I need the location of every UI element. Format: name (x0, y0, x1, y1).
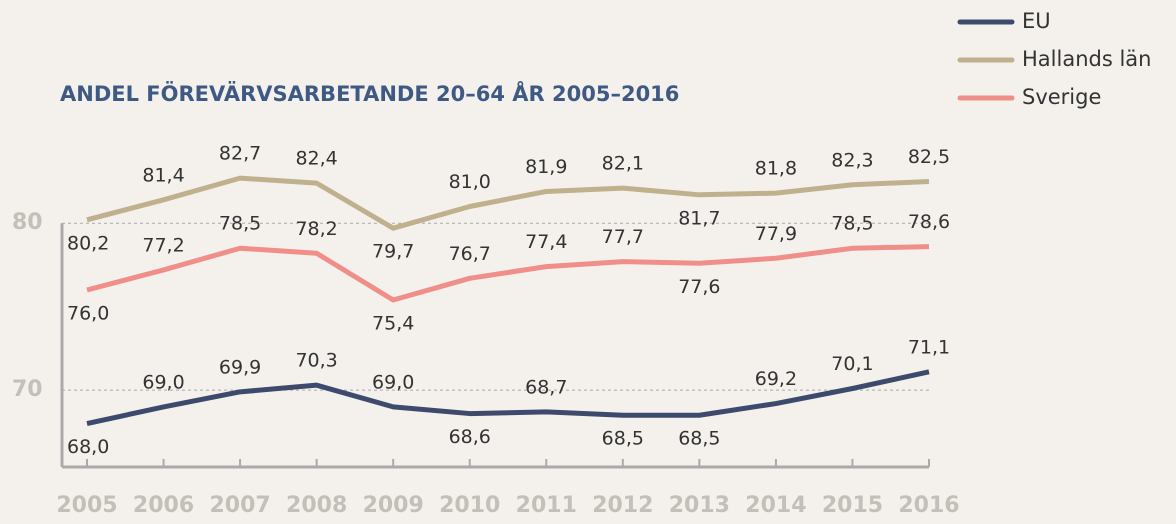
x-tick-label: 2014 (745, 493, 806, 518)
data-label: 82,5 (908, 146, 950, 168)
data-label: 81,8 (755, 158, 797, 180)
legend-label: Hallands län (1022, 47, 1151, 71)
chart-title: ANDEL FÖREVÄRVSARBETANDE 20–64 ÅR 2005–2… (60, 81, 679, 106)
data-label: 82,1 (602, 153, 644, 175)
data-label: 68,7 (525, 376, 567, 398)
x-tick-label: 2008 (286, 493, 347, 518)
x-tick-label: 2007 (209, 493, 270, 518)
series-line (86, 175, 930, 231)
data-label: 77,7 (602, 226, 644, 248)
data-label: 69,2 (755, 368, 797, 390)
series-line (86, 369, 930, 427)
data-label: 77,9 (755, 223, 797, 245)
x-tick-label: 2010 (439, 493, 500, 518)
legend-label: Sverige (1022, 85, 1101, 109)
x-tick-label: 2011 (516, 493, 577, 518)
x-tick-label: 2005 (56, 493, 117, 518)
data-label: 78,5 (219, 213, 261, 235)
data-label: 82,7 (219, 143, 261, 165)
data-label: 71,1 (908, 336, 950, 358)
data-label: 77,4 (525, 231, 567, 253)
data-label: 76,7 (449, 243, 491, 265)
data-label: 69,0 (142, 371, 184, 393)
data-label: 68,0 (67, 436, 109, 458)
data-label: 68,6 (449, 426, 491, 448)
data-label: 82,3 (831, 149, 873, 171)
x-tick-label: 2006 (133, 493, 194, 518)
x-tick-label: 2016 (898, 493, 959, 518)
data-label: 75,4 (372, 313, 414, 335)
data-label: 69,0 (372, 371, 414, 393)
data-label: 81,9 (525, 156, 567, 178)
data-label: 81,7 (678, 207, 720, 229)
data-label: 78,5 (831, 213, 873, 235)
x-tick-label: 2015 (822, 493, 883, 518)
data-label: 80,2 (67, 232, 109, 254)
data-label: 70,1 (831, 353, 873, 375)
data-label: 77,2 (142, 234, 184, 256)
data-label: 69,9 (219, 356, 261, 378)
y-tick-label: 70 (12, 377, 43, 402)
y-tick-label: 80 (12, 210, 43, 235)
data-label: 81,0 (449, 171, 491, 193)
data-label: 68,5 (602, 428, 644, 450)
data-label: 79,7 (372, 241, 414, 263)
data-label: 76,0 (67, 302, 109, 324)
x-tick-label: 2009 (363, 493, 424, 518)
x-tick-label: 2013 (669, 493, 730, 518)
data-label: 68,5 (678, 428, 720, 450)
legend-label: EU (1022, 9, 1051, 33)
x-tick-label: 2012 (592, 493, 653, 518)
data-label: 81,4 (142, 164, 184, 186)
data-label: 78,6 (908, 211, 950, 233)
data-label: 78,2 (295, 218, 337, 240)
data-label: 70,3 (295, 350, 337, 372)
series-line (86, 244, 930, 303)
data-label: 82,4 (295, 148, 337, 170)
data-label: 77,6 (678, 276, 720, 298)
